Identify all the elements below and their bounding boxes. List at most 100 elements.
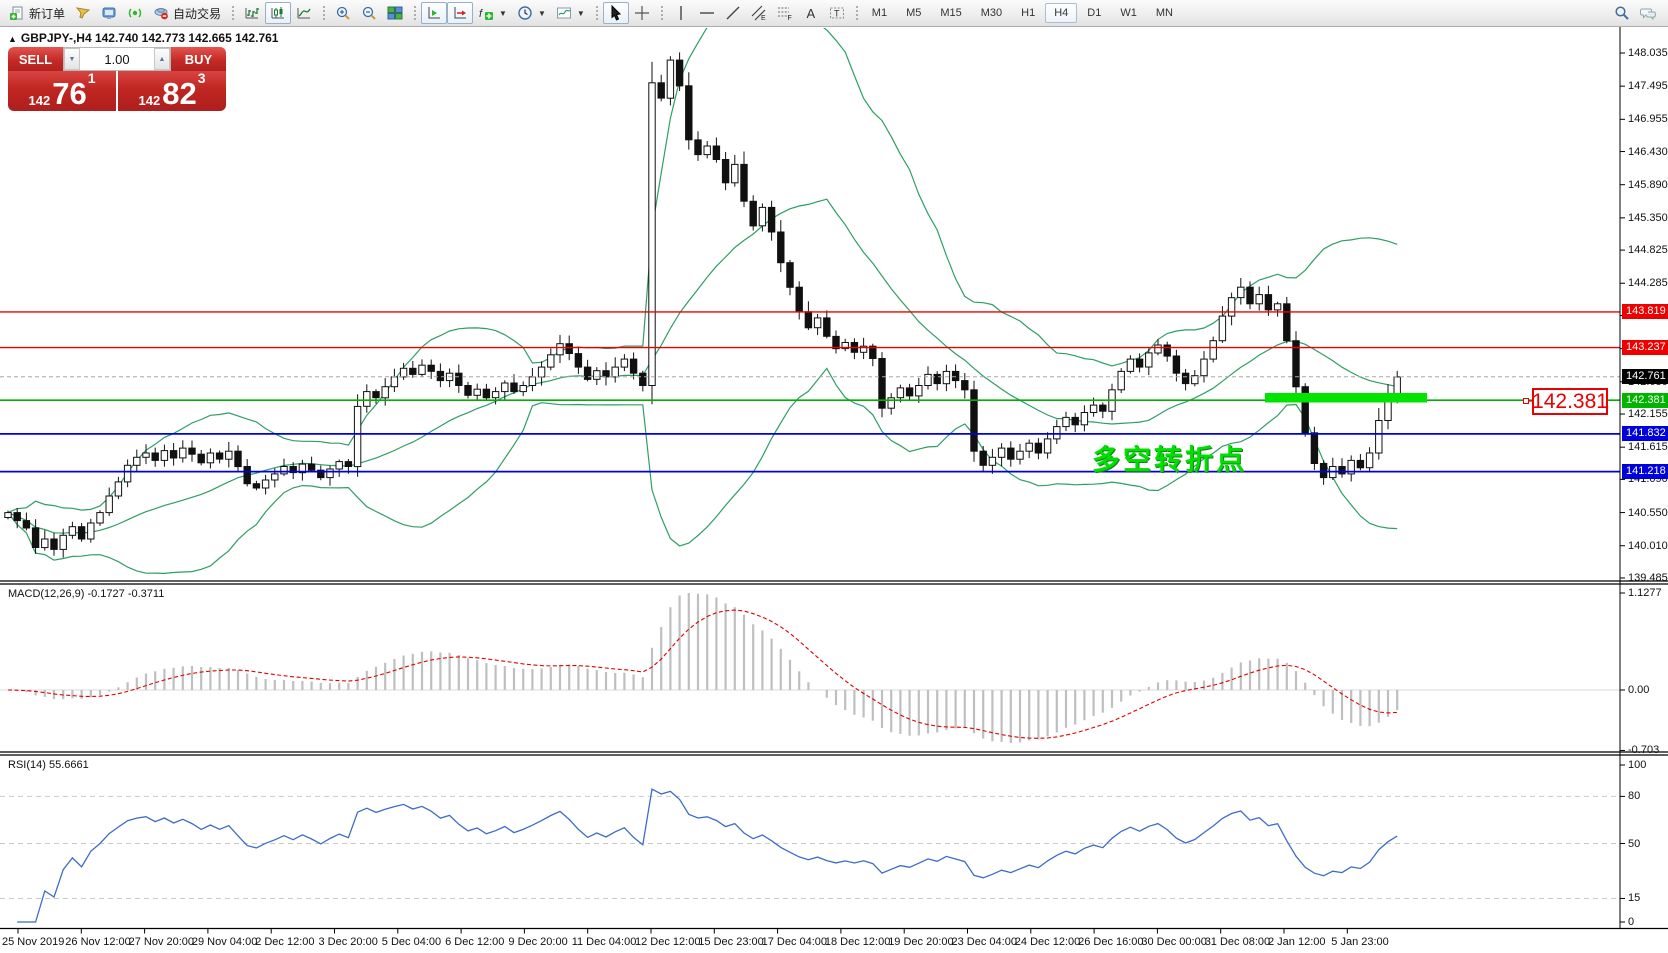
funnel-button[interactable] [70, 2, 96, 24]
time-tick-label: 27 Nov 20:00 [128, 936, 195, 948]
periods-button[interactable]: ▼ [512, 2, 551, 24]
volume-decrease-button[interactable]: ▼ [64, 48, 80, 70]
funnel-icon [75, 7, 91, 19]
autotrade-icon [154, 8, 168, 20]
time-tick-label: 2 Dec 12:00 [255, 936, 315, 948]
toolbar-grip [853, 4, 859, 22]
new-order-icon [10, 6, 23, 20]
volume-increase-button[interactable]: ▲ [154, 48, 170, 70]
tile-windows-button[interactable] [382, 2, 408, 24]
buy-button[interactable]: BUY [171, 47, 226, 71]
templates-dropdown-arrow[interactable]: ▼ [576, 8, 585, 18]
trendline-button[interactable] [720, 2, 746, 24]
timeframe-button-mn[interactable]: MN [1155, 7, 1173, 19]
time-tick-label: 15 Dec 23:00 [698, 936, 764, 948]
text-button[interactable]: A [798, 2, 824, 24]
collapse-quote-arrow-icon[interactable]: ▲ [8, 34, 17, 44]
symbol-quote-text: GBPJPY-,H4 142.740 142.773 142.665 142.7… [20, 31, 279, 45]
timeframe-button-m5[interactable]: M5 [906, 7, 922, 19]
svg-text:T: T [834, 9, 840, 19]
buy-price-display[interactable]: 142 82 3 [118, 71, 226, 111]
periods-dropdown-arrow[interactable]: ▼ [537, 8, 546, 18]
timeframe-button-m1[interactable]: M1 [871, 7, 888, 19]
terminal-button[interactable] [96, 2, 122, 24]
timeframe-button-h1[interactable]: H1 [1021, 7, 1036, 19]
search-icon[interactable] [1614, 5, 1630, 21]
chart-autoscroll-button[interactable] [447, 2, 474, 24]
cursor-button[interactable] [602, 2, 629, 24]
vertical-line-button[interactable] [668, 2, 694, 24]
time-tick-label: 17 Dec 04:00 [761, 936, 828, 948]
text-label-icon: T [829, 7, 844, 19]
toolbar-grip [230, 4, 236, 22]
line-chart-icon [297, 8, 311, 19]
time-tick-label: 5 Jan 23:00 [1331, 936, 1389, 948]
time-tick-label: 23 Dec 04:00 [951, 936, 1017, 948]
price-tick-label: 144.825 [1628, 244, 1668, 257]
signal-button[interactable] [122, 2, 148, 24]
new-order-label: 新订单 [29, 6, 66, 21]
chart-title: ▲ GBPJPY-,H4 142.740 142.773 142.665 142.… [8, 31, 278, 45]
svg-text:F: F [787, 15, 791, 21]
time-tick-label: 12 Dec 12:00 [635, 936, 701, 948]
vertical-line-icon [680, 6, 682, 20]
indicators-button[interactable]: f ▼ [473, 2, 512, 24]
macd-tick-label: -0.703 [1628, 744, 1660, 757]
zoom-in-button[interactable] [330, 2, 356, 24]
chat-icon[interactable] [1640, 5, 1656, 21]
indicators-dropdown-arrow[interactable]: ▼ [499, 8, 507, 18]
time-tick-label: 9 Dec 20:00 [508, 936, 568, 948]
periods-icon [518, 6, 532, 20]
text-label-button[interactable]: T [824, 2, 850, 24]
channel-button[interactable]: E [746, 2, 772, 24]
chart-shift-button[interactable] [421, 2, 448, 24]
toolbar-grip [321, 4, 327, 22]
sell-price-base: 142 [28, 93, 51, 108]
templates-button[interactable]: ▼ [551, 2, 590, 24]
sell-price-display[interactable]: 142 76 1 [8, 71, 116, 111]
bar-chart-button[interactable] [239, 2, 265, 24]
zoom-in-icon [336, 6, 350, 20]
timeframe-button-m30[interactable]: M30 [980, 7, 1003, 19]
svg-text:A: A [806, 6, 815, 21]
price-badge-141.218: 141.218 [1622, 464, 1668, 480]
price-tick-label: 148.035 [1628, 47, 1668, 59]
price-tick-label: 140.010 [1628, 539, 1668, 552]
toolbar-grip [412, 4, 418, 22]
volume-input[interactable]: 1.00 [104, 51, 130, 67]
new-order-button[interactable]: 新订单 [4, 2, 70, 24]
time-tick-label: 31 Dec 08:00 [1204, 936, 1271, 948]
svg-text:f: f [479, 8, 483, 20]
price-tick-label: 140.550 [1628, 506, 1668, 519]
price-label-box[interactable]: 142.381 [1532, 388, 1608, 415]
timeframe-button-w1[interactable]: W1 [1120, 7, 1137, 19]
crosshair-icon [634, 6, 649, 20]
terminal-icon [102, 7, 116, 19]
price-tick-label: 139.485 [1628, 571, 1668, 584]
time-tick-label: 5 Dec 04:00 [381, 936, 442, 948]
candle-chart-button[interactable] [265, 2, 292, 24]
chart-annotation-text: 多空转折点 [1092, 444, 1248, 475]
sell-button[interactable]: SELL [8, 47, 63, 71]
fibonacci-button[interactable]: F [772, 2, 798, 24]
timeframe-button-h4[interactable]: H4 [1045, 3, 1078, 23]
timeframe-button-m15[interactable]: M15 [940, 7, 962, 19]
price-tick-label: 147.495 [1628, 80, 1668, 93]
horizontal-line-button[interactable] [694, 2, 720, 24]
crosshair-button[interactable] [629, 2, 655, 24]
zoom-out-button[interactable] [356, 2, 382, 24]
text-icon: A [806, 6, 815, 21]
svg-text:E: E [761, 15, 766, 21]
chart-shift-icon [428, 7, 441, 19]
line-chart-button[interactable] [291, 2, 317, 24]
chart-autoscroll-icon [454, 7, 467, 19]
tile-windows-icon [387, 6, 403, 20]
autotrade-button[interactable]: 自动交易 [148, 2, 226, 24]
horizontal-line-icon [699, 12, 714, 14]
cursor-icon [611, 5, 621, 21]
macd-tick-label: 1.1277 [1628, 587, 1662, 599]
time-tick-label: 19 Dec 20:00 [888, 936, 954, 948]
timeframe-button-d1[interactable]: D1 [1087, 7, 1102, 19]
rsi-tick-label: 80 [1628, 790, 1641, 803]
